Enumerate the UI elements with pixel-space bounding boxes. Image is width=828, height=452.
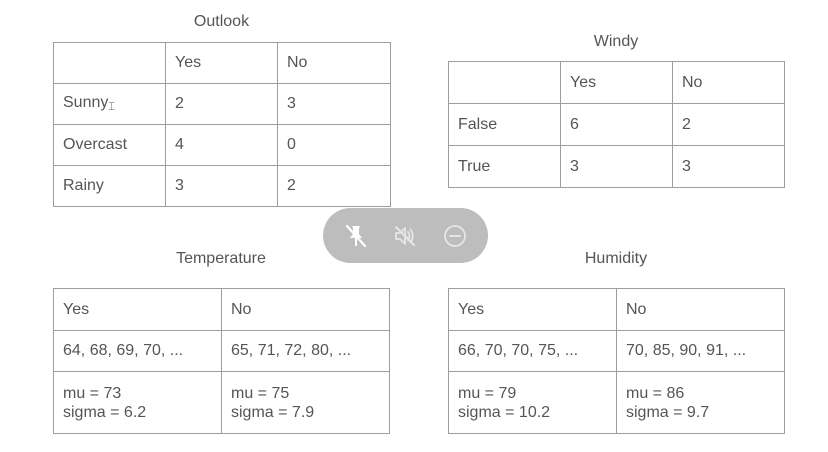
temperature-stats-yes: mu = 73 sigma = 6.2	[53, 371, 222, 434]
outlook-row-label: Sunny⌶	[53, 83, 166, 125]
table-row: True 3 3	[448, 145, 785, 188]
windy-cell: 6	[560, 103, 673, 146]
temperature-values-no: 65, 71, 72, 80, ...	[221, 330, 390, 372]
windy-header-no: No	[672, 61, 785, 104]
humidity-values-yes: 66, 70, 70, 75, ...	[448, 330, 617, 372]
temperature-header-yes: Yes	[53, 288, 222, 331]
table-row: Yes No	[448, 61, 785, 104]
outlook-header-yes: Yes	[165, 42, 278, 84]
table-row: mu = 73 sigma = 6.2 mu = 75 sigma = 7.9	[53, 371, 390, 434]
temperature-title: Temperature	[176, 250, 266, 267]
windy-row-label: False	[448, 103, 561, 146]
temperature-mu-no: mu = 75	[231, 384, 290, 402]
humidity-header-no: No	[616, 288, 785, 331]
temperature-values-yes: 64, 68, 69, 70, ...	[53, 330, 222, 372]
outlook-cell: 3	[277, 83, 391, 125]
humidity-stats-no: mu = 86 sigma = 9.7	[616, 371, 785, 434]
temperature-mu-yes: mu = 73	[63, 384, 122, 402]
table-row: 66, 70, 70, 75, ... 70, 85, 90, 91, ...	[448, 330, 785, 372]
outlook-row-label: Rainy	[53, 165, 166, 207]
outlook-title: Outlook	[193, 13, 250, 30]
pin-off-icon	[345, 224, 366, 247]
windy-cell: 3	[672, 145, 785, 188]
temperature-table: Yes No 64, 68, 69, 70, ... 65, 71, 72, 8…	[53, 288, 390, 434]
table-row: Yes No	[53, 288, 390, 331]
humidity-mu-yes: mu = 79	[458, 384, 517, 402]
windy-cell: 3	[560, 145, 673, 188]
outlook-cell: 0	[277, 124, 391, 166]
table-row: 64, 68, 69, 70, ... 65, 71, 72, 80, ...	[53, 330, 390, 372]
outlook-cell: 4	[165, 124, 278, 166]
outlook-cell: 2	[165, 83, 278, 125]
outlook-cell: 3	[165, 165, 278, 207]
temperature-stats-no: mu = 75 sigma = 7.9	[221, 371, 390, 434]
humidity-stats-yes: mu = 79 sigma = 10.2	[448, 371, 617, 434]
outlook-row-label: Overcast	[53, 124, 166, 166]
windy-table: Yes No False 6 2 True 3 3	[448, 61, 785, 188]
unmute-button[interactable]	[387, 218, 423, 254]
humidity-values-no: 70, 85, 90, 91, ...	[616, 330, 785, 372]
windy-row-label: True	[448, 145, 561, 188]
text-cursor-icon: ⌶	[108, 101, 115, 113]
table-row: Yes No	[53, 42, 391, 84]
humidity-title: Humidity	[584, 250, 648, 267]
windy-header-blank	[448, 61, 561, 104]
minus-circle-icon	[444, 224, 467, 247]
remove-button[interactable]	[437, 218, 473, 254]
unpin-button[interactable]	[338, 218, 374, 254]
outlook-cell: 2	[277, 165, 391, 207]
outlook-row-label-text: Sunny	[63, 94, 109, 111]
humidity-header-yes: Yes	[448, 288, 617, 331]
table-row: Rainy 3 2	[53, 165, 391, 207]
table-row: Sunny⌶ 2 3	[53, 83, 391, 125]
table-row: Overcast 4 0	[53, 124, 391, 166]
humidity-sigma-yes: sigma = 10.2	[458, 403, 551, 421]
temperature-sigma-no: sigma = 7.9	[231, 403, 315, 421]
outlook-header-blank	[53, 42, 166, 84]
outlook-header-no: No	[277, 42, 391, 84]
windy-title: Windy	[593, 33, 639, 50]
temperature-header-no: No	[221, 288, 390, 331]
windy-cell: 2	[672, 103, 785, 146]
mute-icon	[395, 225, 416, 246]
table-row: mu = 79 sigma = 10.2 mu = 86 sigma = 9.7	[448, 371, 785, 434]
humidity-sigma-no: sigma = 9.7	[626, 403, 710, 421]
outlook-table: Yes No Sunny⌶ 2 3 Overcast 4 0 Rainy 3 2	[53, 42, 391, 207]
temperature-sigma-yes: sigma = 6.2	[63, 403, 147, 421]
humidity-table: Yes No 66, 70, 70, 75, ... 70, 85, 90, 9…	[448, 288, 785, 434]
table-row: Yes No	[448, 288, 785, 331]
table-row: False 6 2	[448, 103, 785, 146]
humidity-mu-no: mu = 86	[626, 384, 685, 402]
windy-header-yes: Yes	[560, 61, 673, 104]
floating-toolbar	[323, 208, 488, 263]
